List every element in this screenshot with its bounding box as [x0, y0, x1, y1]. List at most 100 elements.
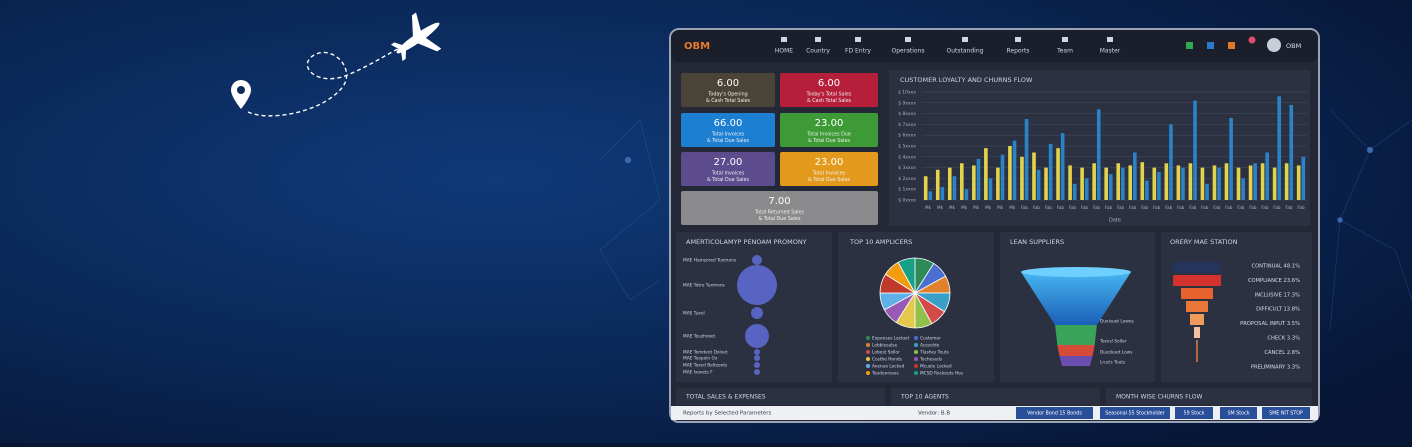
x-tick-label: Fab: [1261, 205, 1269, 210]
footer-left: Reports by Selected Parameters: [683, 411, 772, 417]
bar: [1012, 140, 1017, 200]
bubble: [754, 362, 760, 368]
footer-tag-label: Seasonal 55 Stockholder: [1105, 411, 1164, 417]
funnel-layer: [1059, 356, 1093, 366]
bubble-label: MAE Ixoxets F: [683, 370, 713, 376]
y-tick-label: $ 4xxxx: [898, 154, 916, 160]
pyramid-bar: [1181, 288, 1213, 299]
x-tick-label: Fab: [1069, 205, 1077, 210]
kpi-caption: & Total Due Sales: [808, 138, 850, 144]
bar: [1145, 180, 1149, 200]
bar: [1128, 165, 1133, 200]
status-item: CANCEL 2.8%: [1264, 350, 1300, 356]
nav-bar: [671, 30, 1318, 62]
bar: [1224, 163, 1229, 200]
status-item: CONTINUAL 48.1%: [1251, 264, 1300, 270]
status-item: COMPLIANCE 23.6%: [1248, 278, 1300, 284]
bubble-label: MAE Yotre Tuxmons: [683, 283, 726, 289]
nav-icons: [1186, 36, 1281, 52]
kpi-value: 6.00: [717, 78, 739, 89]
x-tick-label: Fab: [1213, 205, 1221, 210]
x-tick-label: Mk: [949, 205, 956, 210]
kpi-caption: Total Invoices: [711, 171, 745, 177]
bar: [1284, 163, 1289, 200]
nav-item[interactable]: FD Entry: [845, 48, 871, 55]
legend-swatch: [914, 336, 918, 340]
pyramid-bar: [1186, 301, 1208, 312]
legend-swatch: [914, 357, 918, 361]
funnel-label: Toxvsl Sollor: [1099, 339, 1127, 345]
funnel-chart: Duxisuet Lowes Toxvsl Sollor Dueckuet Lows…: [1021, 267, 1135, 366]
x-tick-label: Mk: [961, 205, 968, 210]
kpi-value: 66.00: [714, 118, 743, 129]
bar: [1133, 152, 1137, 200]
nav-icon: [815, 37, 821, 42]
bar: [1036, 169, 1041, 200]
footer-tag[interactable]: [1100, 407, 1170, 419]
bar: [964, 189, 969, 200]
nav-item[interactable]: Reports: [1006, 48, 1029, 55]
pyramid-bar: [1194, 327, 1200, 338]
bar: [1181, 167, 1185, 200]
bar: [1265, 152, 1269, 200]
bar: [1241, 178, 1245, 200]
kpi-tile: [780, 73, 878, 107]
kpi-tile: [681, 152, 775, 186]
bubble: [754, 355, 760, 361]
bar: [1193, 100, 1197, 200]
footer-tag[interactable]: [1262, 407, 1310, 419]
bar: [1248, 165, 1253, 200]
x-tick-label: Fab: [1093, 205, 1101, 210]
nav-item[interactable]: HOME: [775, 48, 793, 55]
kpi-caption: & Cash Total Sales: [706, 98, 751, 104]
bar: [1108, 174, 1113, 200]
x-tick-label: Mk: [997, 205, 1004, 210]
legend-swatch: [914, 371, 918, 375]
bar: [940, 187, 945, 200]
bottom-panel: [1106, 388, 1312, 405]
bar: [1289, 104, 1294, 200]
legend-label: Customer: [920, 336, 941, 342]
bar: [996, 167, 1000, 200]
status-item: INCLUSIVE 17.3%: [1255, 292, 1300, 298]
bubble-label: MAE Tuxol: [683, 311, 705, 317]
nav-item[interactable]: Country: [806, 48, 830, 55]
footer-tag[interactable]: [1220, 407, 1257, 419]
bar: [1116, 163, 1121, 200]
bubble-label: MAE Hamzored Tuxmons: [683, 258, 737, 264]
footer-tag[interactable]: [1016, 407, 1093, 419]
pyramid-bar: [1173, 262, 1221, 273]
y-tick-label: $ 9xxxx: [898, 100, 916, 106]
x-tick-label: Mk: [937, 205, 944, 210]
bar: [1169, 124, 1173, 200]
y-tick-label: $ 2xxxx: [898, 176, 916, 182]
footer-tag[interactable]: [1175, 407, 1213, 419]
logo[interactable]: OBM: [684, 41, 710, 52]
user-name[interactable]: OBM: [1286, 42, 1301, 50]
pie-slice: [897, 257, 916, 294]
x-tick-label: Mk: [925, 205, 932, 210]
pyramid-bar: [1173, 275, 1221, 286]
x-tick-label: Fab: [1021, 205, 1029, 210]
legend-label: Avenue Locked: [872, 364, 905, 370]
nav-item[interactable]: Operations: [892, 48, 925, 55]
bubble: [745, 324, 769, 348]
x-tick-label: Fab: [1237, 205, 1245, 210]
panel-title: AMERTICOLAMYP PENOAM PROMONY: [686, 238, 807, 246]
nav-item[interactable]: Outstanding: [947, 48, 984, 55]
bar: [1164, 163, 1169, 200]
nav-icon: [781, 37, 787, 42]
panel-title: ORERY MAE STATION: [1170, 238, 1238, 246]
nav-item[interactable]: Master: [1100, 48, 1121, 55]
x-tick-label: Fab: [1249, 205, 1257, 210]
x-tick-label: Fab: [1129, 205, 1137, 210]
nav-item[interactable]: Team: [1056, 48, 1073, 55]
bar: [1060, 133, 1065, 200]
y-tick-label: $ 3xxxx: [898, 165, 916, 171]
bar: [1200, 167, 1205, 200]
bar: [1044, 167, 1048, 200]
kpi-caption: & Cash Total Sales: [807, 98, 852, 104]
legend-label: Tlashes Touts: [919, 350, 950, 356]
footer-middle: Vendor: B.B: [918, 411, 950, 417]
